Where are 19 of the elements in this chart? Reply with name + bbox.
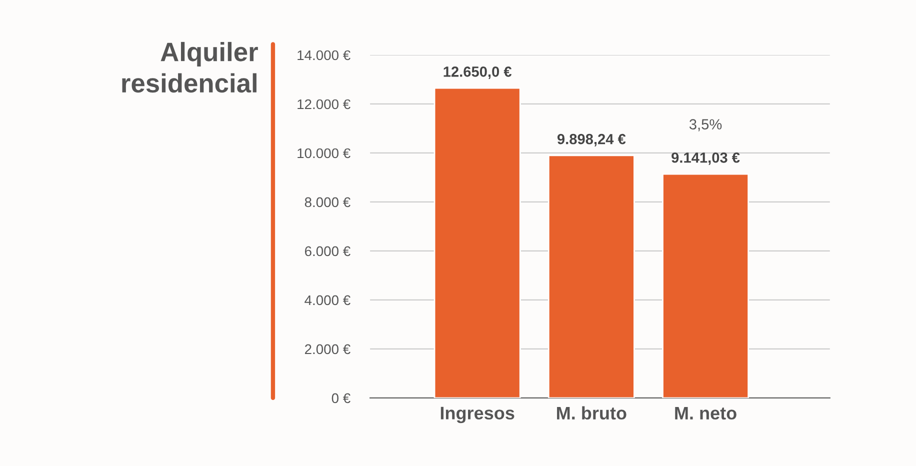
y-tick-label: 14.000 €	[298, 50, 350, 60]
bar	[662, 173, 750, 398]
y-tick-label: 0 €	[332, 393, 350, 404]
x-tick-label: M. neto	[675, 406, 736, 420]
x-tick-label: Ingresos	[440, 406, 514, 424]
chart-title: Alquiler residencial	[122, 42, 258, 93]
y-tick-label: 4.000 €	[304, 295, 350, 306]
y-tick-label: 2.000 €	[304, 344, 350, 354]
x-tick-label: M. bruto	[557, 406, 626, 420]
y-tick-label: 6.000 €	[304, 246, 350, 256]
bar	[548, 154, 635, 398]
y-tick-label: 12.000 €	[298, 99, 350, 110]
annotation: 3,5%	[689, 119, 722, 132]
y-tick-label: 10.000 €	[298, 148, 350, 158]
data-label: 9.141,03 €	[672, 152, 740, 165]
bar	[434, 87, 521, 398]
data-label: 12.650,0 €	[444, 66, 512, 79]
data-label: 9.898,24 €	[557, 134, 626, 146]
y-tick-label: 8.000 €	[304, 197, 350, 208]
